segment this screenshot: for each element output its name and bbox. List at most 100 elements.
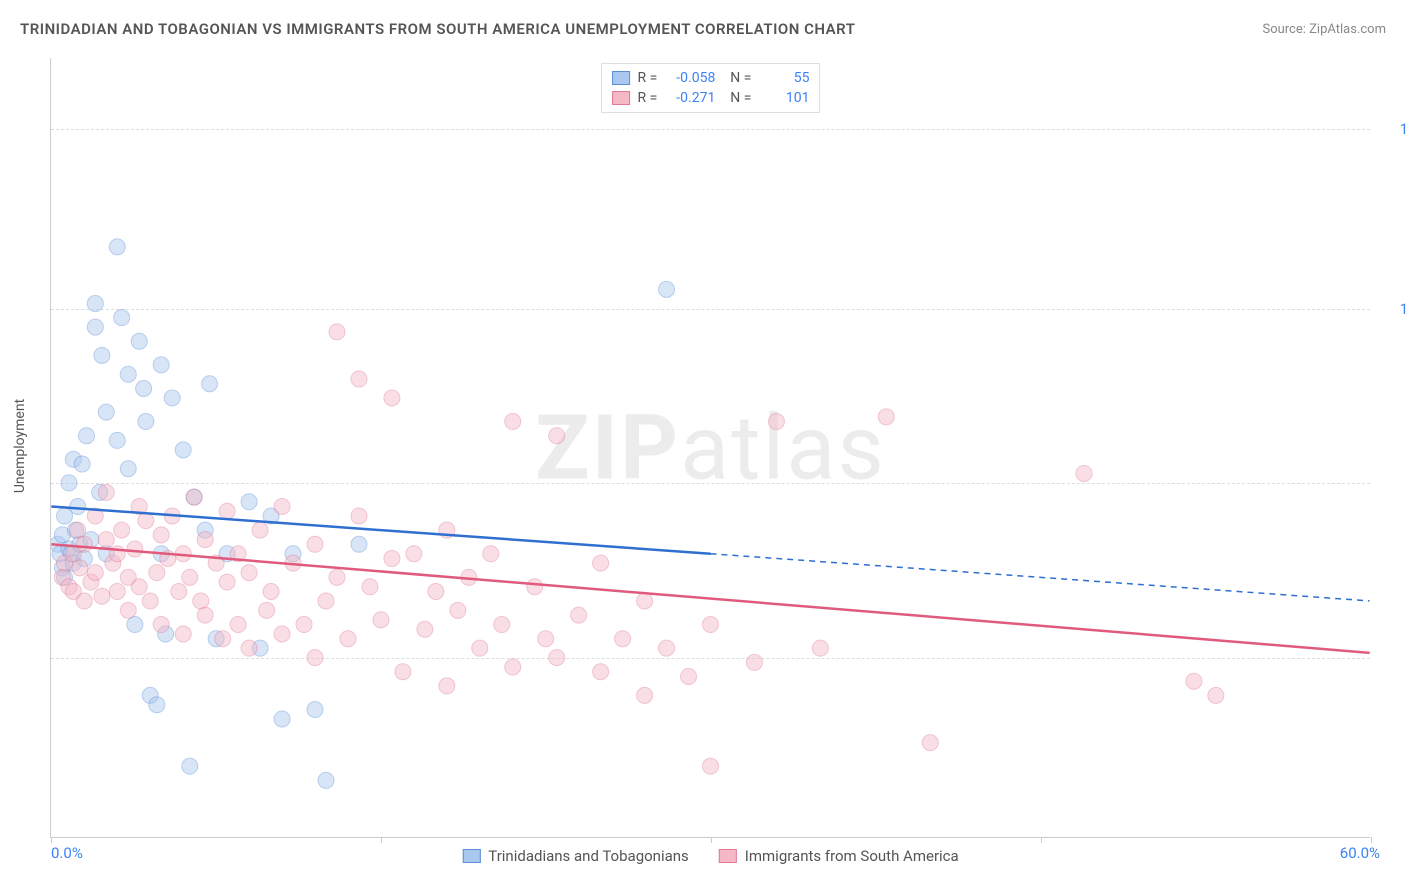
data-point xyxy=(131,579,147,595)
data-point xyxy=(230,617,246,633)
data-point xyxy=(241,565,257,581)
x-tick-mark xyxy=(711,837,712,843)
data-point xyxy=(197,532,213,548)
data-point xyxy=(74,456,90,472)
data-point xyxy=(362,579,378,595)
chart-plot-area: ZIPatlas R =-0.058 N =55 R =-0.271 N =10… xyxy=(50,58,1370,838)
trend-line-extrapolated xyxy=(711,554,1370,601)
data-point xyxy=(109,239,125,255)
data-point xyxy=(72,560,88,576)
data-point xyxy=(274,499,290,515)
data-point xyxy=(76,536,92,552)
data-point xyxy=(70,499,86,515)
data-point xyxy=(659,640,675,656)
data-point xyxy=(87,319,103,335)
data-point xyxy=(120,602,136,618)
data-point xyxy=(659,281,675,297)
data-point xyxy=(384,390,400,406)
data-point xyxy=(241,494,257,510)
data-point xyxy=(703,758,719,774)
data-point xyxy=(593,555,609,571)
data-point xyxy=(373,612,389,628)
data-point xyxy=(549,650,565,666)
data-point xyxy=(483,546,499,562)
data-point xyxy=(94,347,110,363)
data-point xyxy=(70,522,86,538)
data-point xyxy=(94,588,110,604)
legend-swatch-blue xyxy=(612,71,630,85)
data-point xyxy=(193,593,209,609)
data-point xyxy=(219,503,235,519)
trend-line xyxy=(51,544,1369,653)
y-tick-label: 3.8% xyxy=(1380,649,1406,667)
data-point xyxy=(153,527,169,543)
data-point xyxy=(138,414,154,430)
data-point xyxy=(571,607,587,623)
data-point xyxy=(274,626,290,642)
data-point xyxy=(98,484,114,500)
data-point xyxy=(175,626,191,642)
trend-line xyxy=(51,507,710,554)
x-tick-mark xyxy=(1371,837,1372,843)
data-point xyxy=(307,650,323,666)
data-point xyxy=(109,432,125,448)
legend-swatch-pink xyxy=(719,849,737,863)
data-point xyxy=(219,574,235,590)
data-point xyxy=(171,584,187,600)
data-point xyxy=(127,617,143,633)
data-point xyxy=(197,607,213,623)
data-point xyxy=(149,697,165,713)
data-point xyxy=(175,442,191,458)
data-point xyxy=(329,324,345,340)
data-point xyxy=(274,711,290,727)
data-point xyxy=(384,550,400,566)
data-point xyxy=(138,513,154,529)
data-point xyxy=(637,593,653,609)
data-point xyxy=(120,366,136,382)
data-point xyxy=(215,631,231,647)
series-legend-item-1: Trinidadians and Tobagonians xyxy=(462,847,688,865)
data-point xyxy=(472,640,488,656)
data-point xyxy=(768,414,784,430)
data-point xyxy=(127,541,143,557)
data-point xyxy=(182,569,198,585)
data-point xyxy=(98,532,114,548)
data-point xyxy=(1208,687,1224,703)
data-point xyxy=(241,640,257,656)
data-point xyxy=(340,631,356,647)
data-point xyxy=(142,593,158,609)
data-point xyxy=(153,617,169,633)
x-tick-mark xyxy=(1041,837,1042,843)
data-point xyxy=(61,475,77,491)
scatter-svg xyxy=(51,58,1370,837)
y-tick-label: 7.5% xyxy=(1380,474,1406,492)
data-point xyxy=(505,659,521,675)
data-point xyxy=(703,617,719,633)
legend-swatch-pink xyxy=(612,91,630,105)
data-point xyxy=(57,508,73,524)
x-axis-max-label: 60.0% xyxy=(1340,844,1380,862)
data-point xyxy=(307,536,323,552)
data-point xyxy=(87,296,103,312)
data-point xyxy=(351,371,367,387)
data-point xyxy=(439,678,455,694)
data-point xyxy=(318,772,334,788)
stats-legend: R =-0.058 N =55 R =-0.271 N =101 xyxy=(601,63,821,113)
data-point xyxy=(1186,673,1202,689)
data-point xyxy=(1076,465,1092,481)
data-point xyxy=(450,602,466,618)
stats-legend-row-1: R =-0.058 N =55 xyxy=(612,68,810,88)
data-point xyxy=(164,390,180,406)
data-point xyxy=(87,565,103,581)
data-point xyxy=(505,414,521,430)
data-point xyxy=(812,640,828,656)
data-point xyxy=(114,310,130,326)
data-point xyxy=(615,631,631,647)
x-tick-mark xyxy=(381,837,382,843)
data-point xyxy=(395,664,411,680)
data-point xyxy=(186,489,202,505)
data-point xyxy=(878,409,894,425)
data-point xyxy=(417,621,433,637)
data-point xyxy=(153,357,169,373)
data-point xyxy=(296,617,312,633)
